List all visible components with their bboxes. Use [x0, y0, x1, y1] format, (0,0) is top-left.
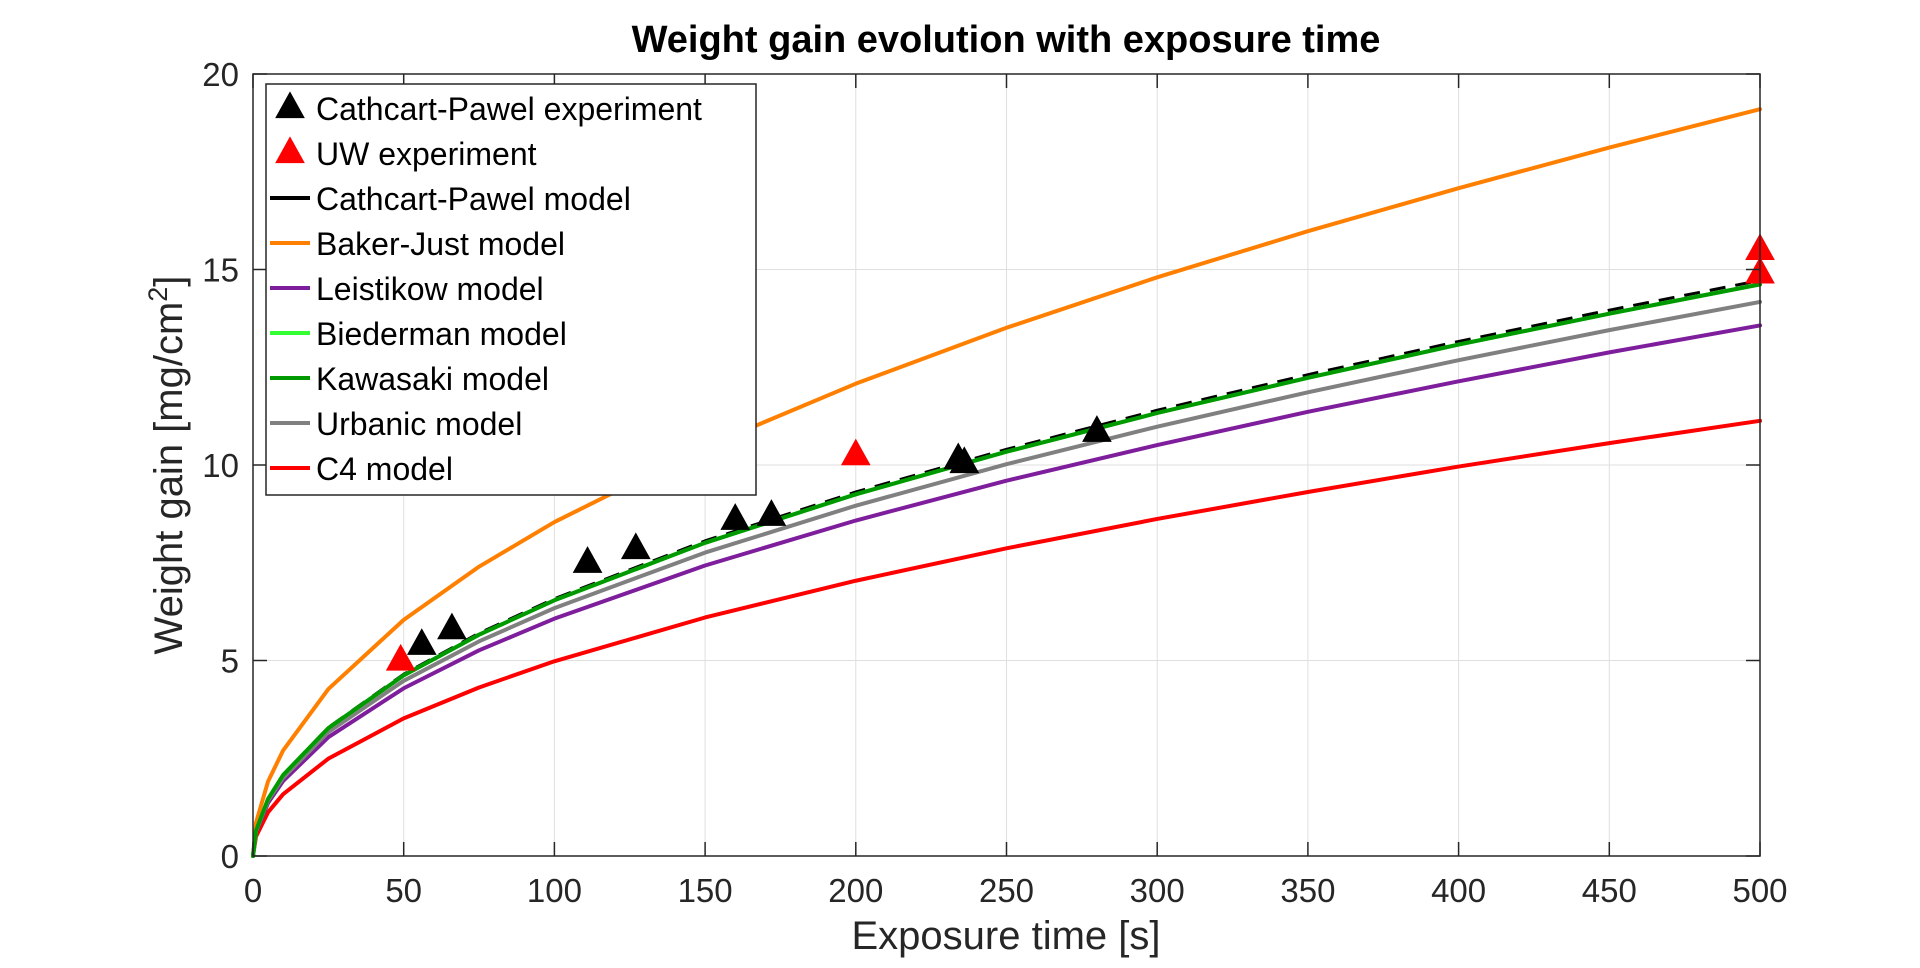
legend-label-urbanic-model: Urbanic model: [316, 406, 522, 442]
data-point-cathcart-pawel-experiment: [437, 612, 467, 640]
legend-label-kawasaki-model: Kawasaki model: [316, 361, 549, 397]
axis-ticks: 0 50 100 150 200 250 300 350 400 450 500 0 5 10 15 20: [202, 56, 1787, 909]
chart-title: Weight gain evolution with exposure time: [632, 19, 1381, 61]
x-axis-label: Exposure time [s]: [851, 914, 1160, 958]
series-line-c4-model: [251, 418, 1762, 858]
y-tick-label: 10: [202, 447, 239, 484]
legend-label-baker-just-model: Baker-Just model: [316, 226, 565, 262]
legend-label-cathcart-pawel-model: Cathcart-Pawel model: [316, 181, 631, 217]
x-tick-label: 100: [527, 872, 582, 909]
data-point-uw-experiment: [385, 643, 416, 671]
data-point-uw-experiment: [840, 438, 871, 466]
data-point-cathcart-pawel-experiment: [720, 503, 751, 530]
x-tick-label: 300: [1130, 872, 1185, 909]
y-tick-label: 5: [221, 643, 239, 680]
legend-label-cathcart-pawel-experiment: Cathcart-Pawel experiment: [316, 91, 702, 127]
y-tick-label: 15: [202, 252, 239, 289]
legend: Cathcart-Pawel experiment UW experiment Ca…: [265, 83, 757, 496]
y-tick-label: 20: [202, 56, 239, 93]
legend-label-c4-model: C4 model: [316, 451, 453, 487]
legend-label-biederman-model: Biederman model: [316, 316, 567, 352]
y-axis-label-close: ]: [147, 276, 191, 287]
x-tick-label: 400: [1431, 872, 1486, 909]
legend-marker-cathcart-pawel-experiment: [275, 91, 305, 119]
data-point-cathcart-pawel-experiment: [756, 499, 787, 526]
x-tick-label: 50: [385, 872, 422, 909]
series-line-kawasaki-model: [251, 282, 1762, 858]
data-point-cathcart-pawel-experiment: [949, 446, 980, 474]
y-axis-label-main: Weight gain [mg/cm: [147, 302, 191, 655]
legend-label-uw-experiment: UW experiment: [316, 136, 537, 172]
x-tick-label: 250: [979, 872, 1034, 909]
x-tick-label: 0: [244, 872, 262, 909]
x-tick-label: 350: [1280, 872, 1335, 909]
legend-marker-uw-experiment: [275, 136, 305, 164]
data-point-cathcart-pawel-experiment: [406, 628, 437, 655]
data-point-cathcart-pawel-experiment: [620, 532, 651, 560]
data-point-cathcart-pawel-experiment: [572, 546, 603, 573]
x-tick-label: 500: [1732, 872, 1787, 909]
x-tick-label: 150: [678, 872, 733, 909]
legend-box: [265, 83, 757, 496]
legend-label-leistikow-model: Leistikow model: [316, 271, 544, 307]
y-axis-label-superscript: 2: [143, 287, 173, 302]
y-tick-label: 0: [221, 838, 239, 875]
x-tick-label: 450: [1582, 872, 1637, 909]
data-point-cathcart-pawel-experiment: [1082, 415, 1112, 442]
x-tick-label: 200: [828, 872, 883, 909]
y-axis-label: Weight gain [mg/cm2]: [143, 276, 191, 655]
series-lines: [251, 107, 1762, 858]
